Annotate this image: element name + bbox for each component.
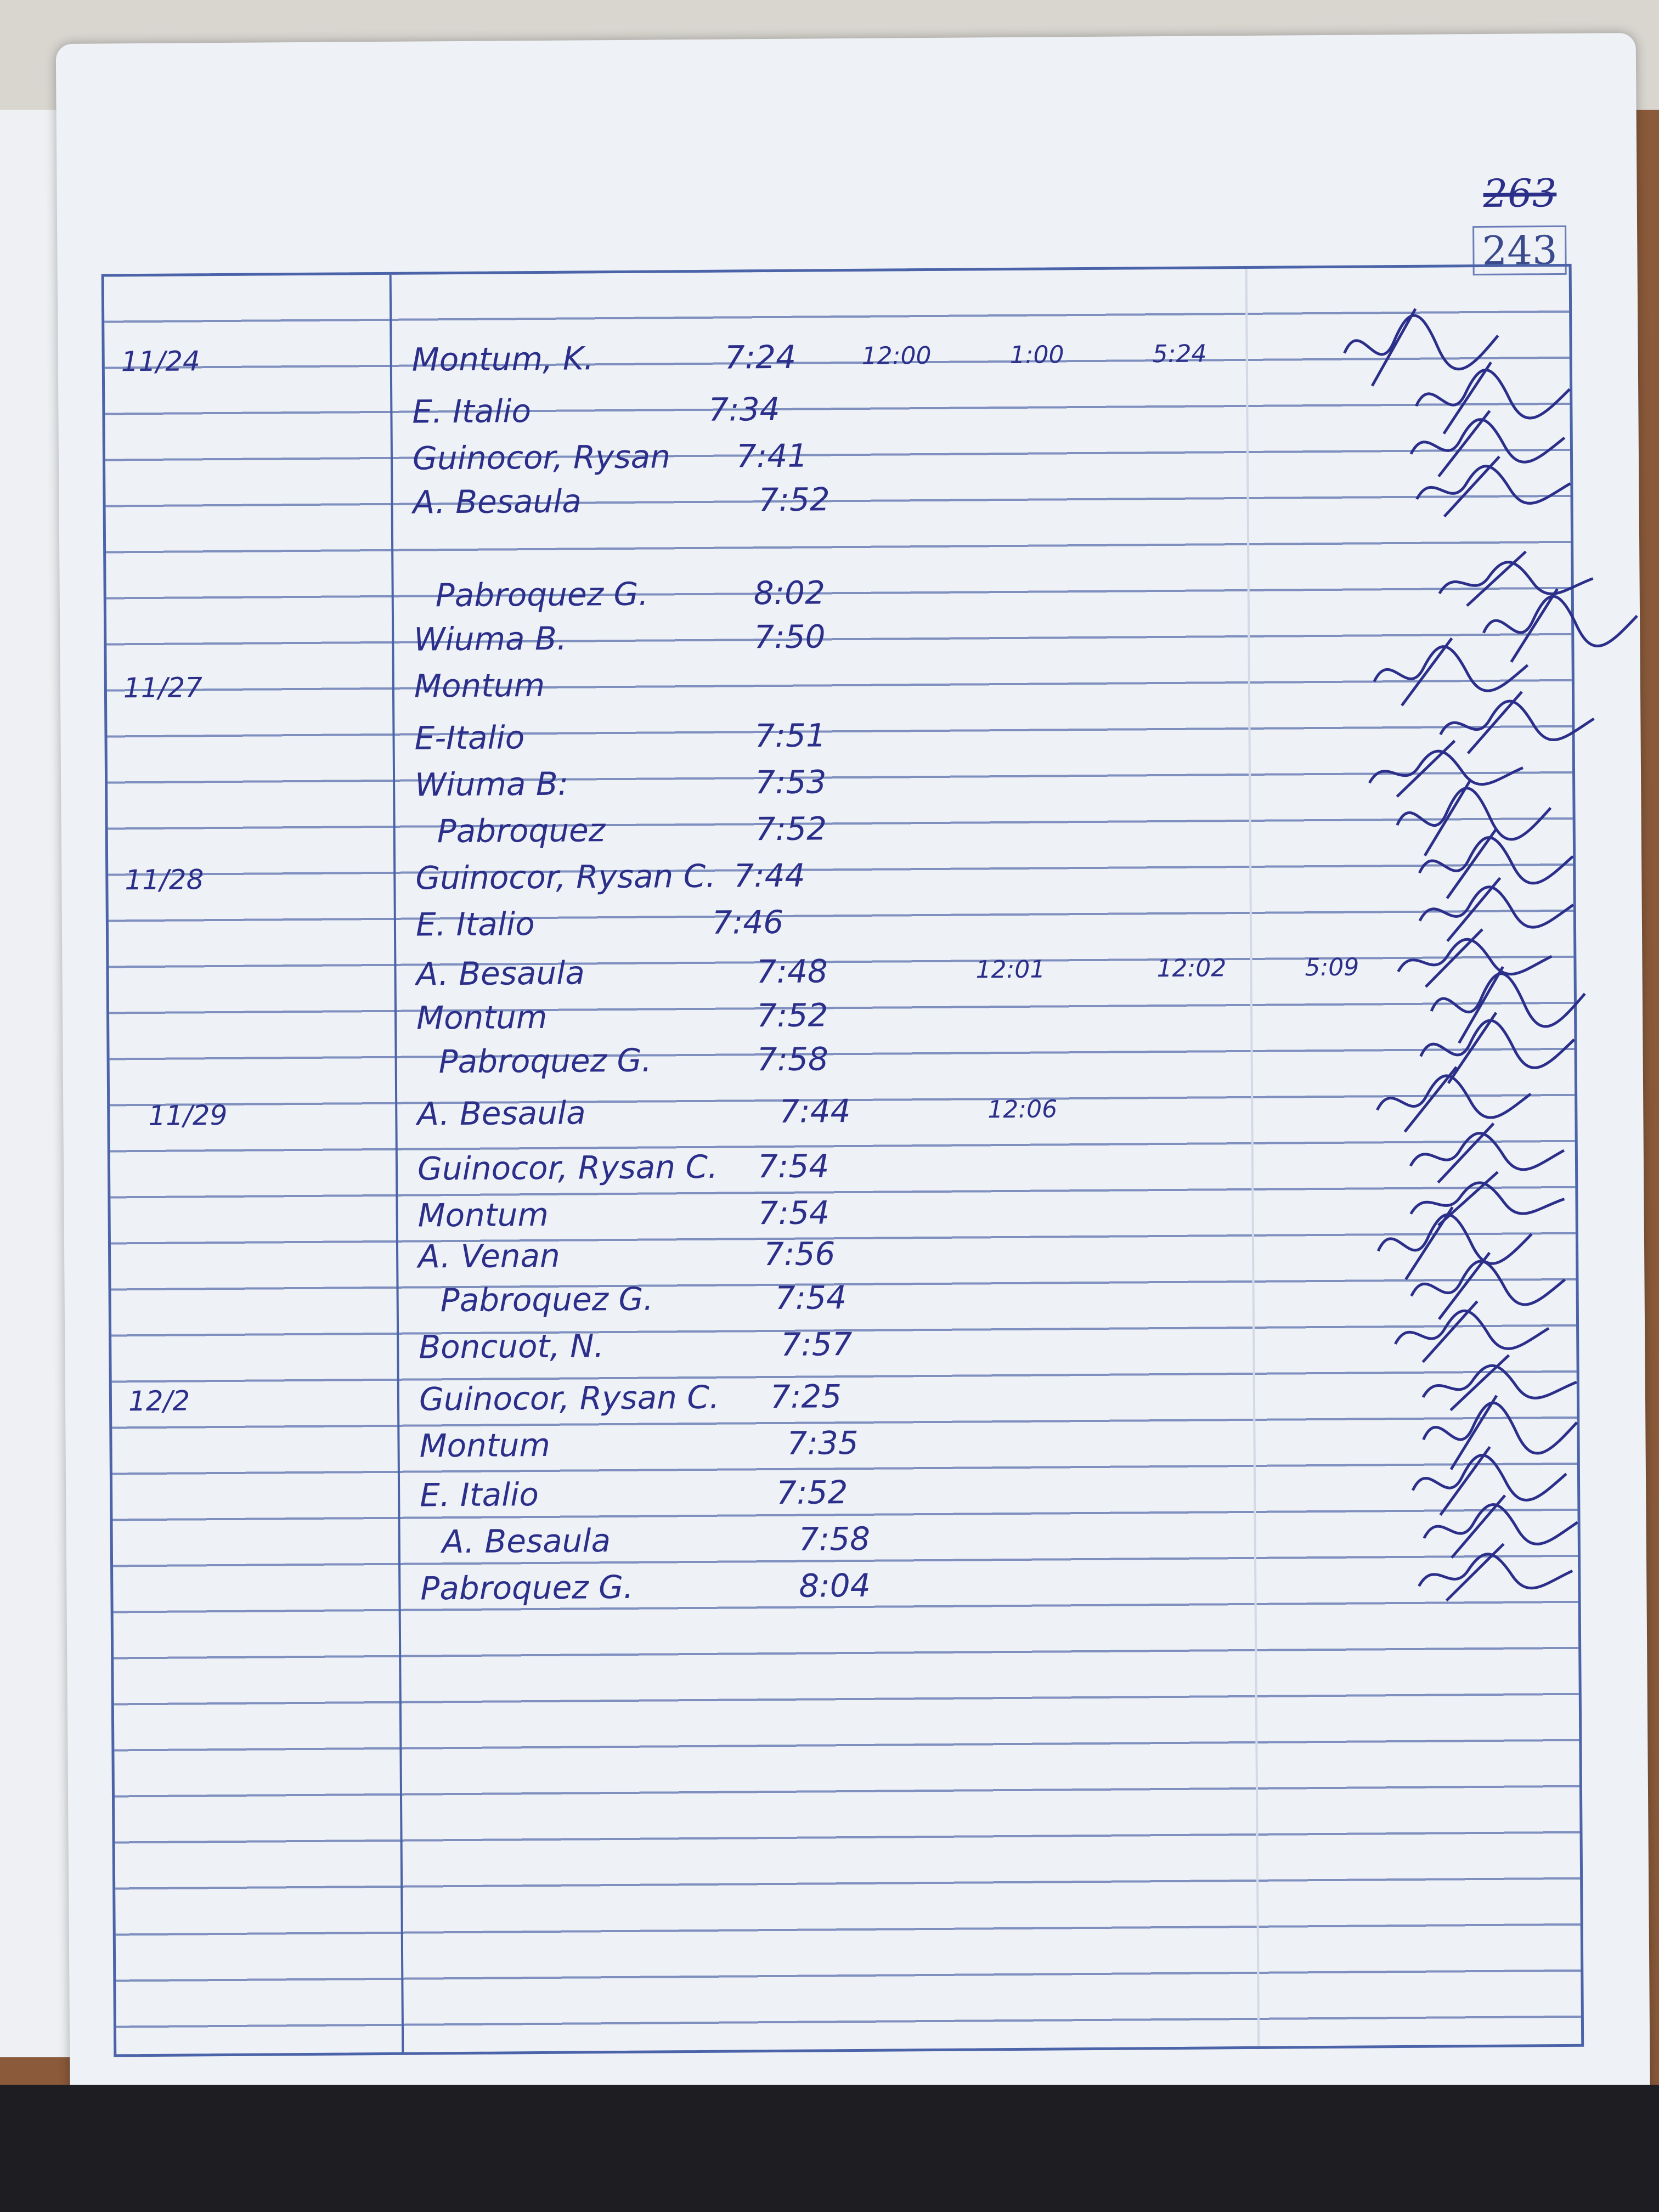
employee-name: A. Venan — [417, 1237, 561, 1276]
employee-name: E-Italio — [414, 719, 525, 757]
employee-name: A. Besaula — [416, 954, 585, 993]
employee-name: Montum — [416, 998, 548, 1037]
employee-name: Guinocor, Rysan C. — [419, 1378, 720, 1418]
time-in: 7:54 — [775, 1279, 847, 1317]
employee-name: Montum — [417, 1195, 549, 1234]
signature — [1419, 1012, 1576, 1084]
time-in: 7:52 — [776, 1474, 848, 1511]
signature — [1376, 1206, 1533, 1280]
time-entry: 12:01 — [975, 955, 1046, 984]
signature — [1418, 828, 1574, 899]
signature — [1411, 1446, 1567, 1516]
time-in: 7:41 — [736, 437, 808, 475]
signature — [1421, 1354, 1577, 1412]
time-in: 7:46 — [712, 903, 784, 941]
employee-name: Guinocor, Rysan C. — [415, 857, 716, 897]
date-column-divider — [389, 274, 404, 2052]
signature — [1394, 1300, 1550, 1363]
time-in: 7:54 — [757, 1147, 830, 1186]
time-entry: 12:00 — [861, 341, 932, 370]
time-in: 7:54 — [758, 1194, 830, 1232]
signature — [1410, 1251, 1566, 1321]
employee-name: Pabroquez — [437, 811, 606, 850]
time-in: 7:50 — [754, 618, 826, 656]
time-in: 7:51 — [754, 716, 827, 755]
employee-name: Guinocor, Rysan C. — [417, 1148, 718, 1188]
signature — [1415, 361, 1571, 435]
signature — [1373, 637, 1529, 707]
log-date: 11/28 — [125, 864, 204, 896]
signature — [1423, 1494, 1578, 1559]
employee-name: A. Besaula — [442, 1522, 611, 1561]
time-in: 7:48 — [756, 952, 828, 991]
employee-name: Pabroquez G. — [440, 1280, 654, 1319]
time-in: 7:25 — [770, 1378, 842, 1416]
employee-name: Guinocor, Rysan — [412, 438, 671, 477]
signature — [1368, 740, 1523, 798]
employee-name: Wiuma B: — [414, 765, 569, 804]
log-date: 11/24 — [121, 345, 201, 378]
log-date: 11/27 — [123, 672, 203, 704]
employee-name: E. Italio — [419, 1476, 539, 1514]
time-in: 7:52 — [755, 810, 827, 848]
signature — [1415, 455, 1571, 518]
employee-name: Montum, K. — [411, 340, 594, 379]
time-entry: 12:06 — [988, 1095, 1058, 1124]
signature — [1418, 877, 1575, 943]
time-in: 7:53 — [754, 763, 827, 802]
signature — [1438, 550, 1594, 607]
time-entry: 5:24 — [1152, 340, 1207, 369]
time-in: 7:34 — [708, 390, 780, 428]
signature — [1409, 1171, 1565, 1227]
time-in: 7:52 — [756, 996, 828, 1035]
log-date: 11/29 — [148, 1099, 228, 1132]
column-divider — [1245, 268, 1260, 2046]
signature — [1409, 1122, 1565, 1184]
employee-name: Montum — [419, 1426, 551, 1465]
employee-name: Pabroquez G. — [438, 1041, 652, 1081]
page-number: 263 243 — [1466, 171, 1571, 276]
time-in: 7:56 — [763, 1235, 836, 1273]
log-date: 12/2 — [128, 1385, 190, 1418]
time-in: 7:35 — [787, 1424, 859, 1462]
employee-name: A. Besaula — [417, 1094, 586, 1133]
time-in: 7:44 — [779, 1092, 851, 1130]
logbook-page: 263 243 11/24 Montum, K. 7:24 12:00 1:00 5:24… — [55, 32, 1651, 2140]
attendance-log-table: 11/24 Montum, K. 7:24 12:00 1:00 5:24 E. Itali… — [101, 263, 1638, 2057]
signature — [1418, 1543, 1573, 1602]
signature — [1343, 308, 1499, 387]
signature — [1376, 1066, 1532, 1133]
employee-name: Boncuot, N. — [419, 1327, 605, 1366]
time-in: 7:57 — [781, 1325, 853, 1363]
signature — [1439, 691, 1595, 754]
time-entry: 5:09 — [1305, 953, 1359, 982]
employee-name: E. Italio — [412, 392, 532, 431]
signature — [1409, 410, 1566, 478]
employee-name: Wiuma B. — [414, 619, 567, 658]
time-in: 7:24 — [724, 338, 797, 376]
signature — [1482, 588, 1638, 663]
time-entry: 1:00 — [1009, 341, 1064, 369]
employee-name: Pabroquez G. — [420, 1568, 634, 1607]
employee-name: Montum — [414, 666, 545, 705]
old-page-number: 263 — [1483, 171, 1557, 216]
signature — [1397, 928, 1553, 988]
signature — [1430, 966, 1586, 1044]
time-in: 7:58 — [798, 1520, 871, 1558]
time-in: 7:44 — [733, 856, 805, 895]
time-in: 8:02 — [753, 574, 826, 612]
employee-name: Pabroquez G. — [435, 575, 649, 614]
time-in: 7:52 — [758, 481, 831, 519]
employee-name: A. Besaula — [413, 482, 582, 521]
desk-bottom — [0, 2085, 1659, 2212]
time-in: 7:58 — [757, 1040, 829, 1079]
employee-name: E. Italio — [415, 905, 535, 944]
signature — [1396, 780, 1552, 857]
time-in: 8:04 — [799, 1566, 871, 1605]
time-entry: 12:02 — [1156, 954, 1227, 983]
signature — [1422, 1395, 1578, 1470]
